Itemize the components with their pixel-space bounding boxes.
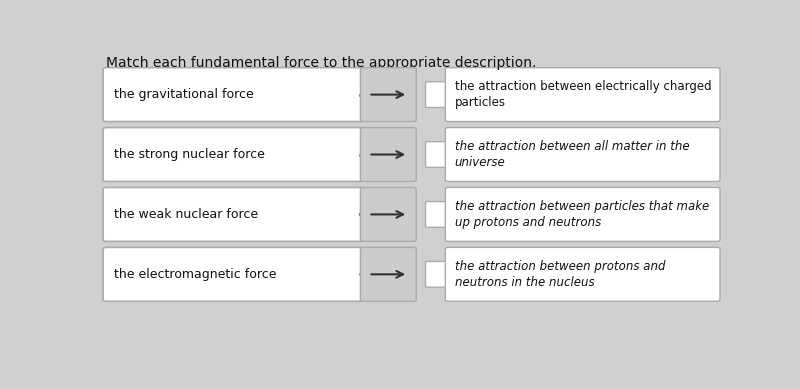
- Text: the attraction between all matter in the
universe: the attraction between all matter in the…: [454, 140, 690, 169]
- FancyBboxPatch shape: [446, 68, 720, 121]
- FancyBboxPatch shape: [360, 68, 416, 121]
- Text: the electromagnetic force: the electromagnetic force: [114, 268, 276, 281]
- FancyBboxPatch shape: [446, 247, 720, 301]
- Text: the attraction between electrically charged
particles: the attraction between electrically char…: [454, 80, 711, 109]
- FancyBboxPatch shape: [426, 202, 446, 227]
- FancyBboxPatch shape: [360, 187, 416, 241]
- FancyBboxPatch shape: [446, 187, 720, 241]
- FancyBboxPatch shape: [103, 187, 363, 241]
- Text: the attraction between protons and
neutrons in the nucleus: the attraction between protons and neutr…: [454, 260, 665, 289]
- Text: the strong nuclear force: the strong nuclear force: [114, 148, 265, 161]
- FancyBboxPatch shape: [103, 128, 363, 182]
- FancyBboxPatch shape: [360, 247, 416, 301]
- FancyBboxPatch shape: [426, 142, 446, 167]
- Text: the gravitational force: the gravitational force: [114, 88, 254, 101]
- FancyBboxPatch shape: [426, 261, 446, 287]
- Text: the attraction between particles that make
up protons and neutrons: the attraction between particles that ma…: [454, 200, 709, 229]
- FancyBboxPatch shape: [103, 247, 363, 301]
- FancyBboxPatch shape: [360, 128, 416, 182]
- FancyBboxPatch shape: [103, 68, 363, 121]
- Text: Match each fundamental force to the appropriate description.: Match each fundamental force to the appr…: [106, 56, 537, 70]
- FancyBboxPatch shape: [426, 82, 446, 107]
- FancyBboxPatch shape: [446, 128, 720, 182]
- Text: the weak nuclear force: the weak nuclear force: [114, 208, 258, 221]
